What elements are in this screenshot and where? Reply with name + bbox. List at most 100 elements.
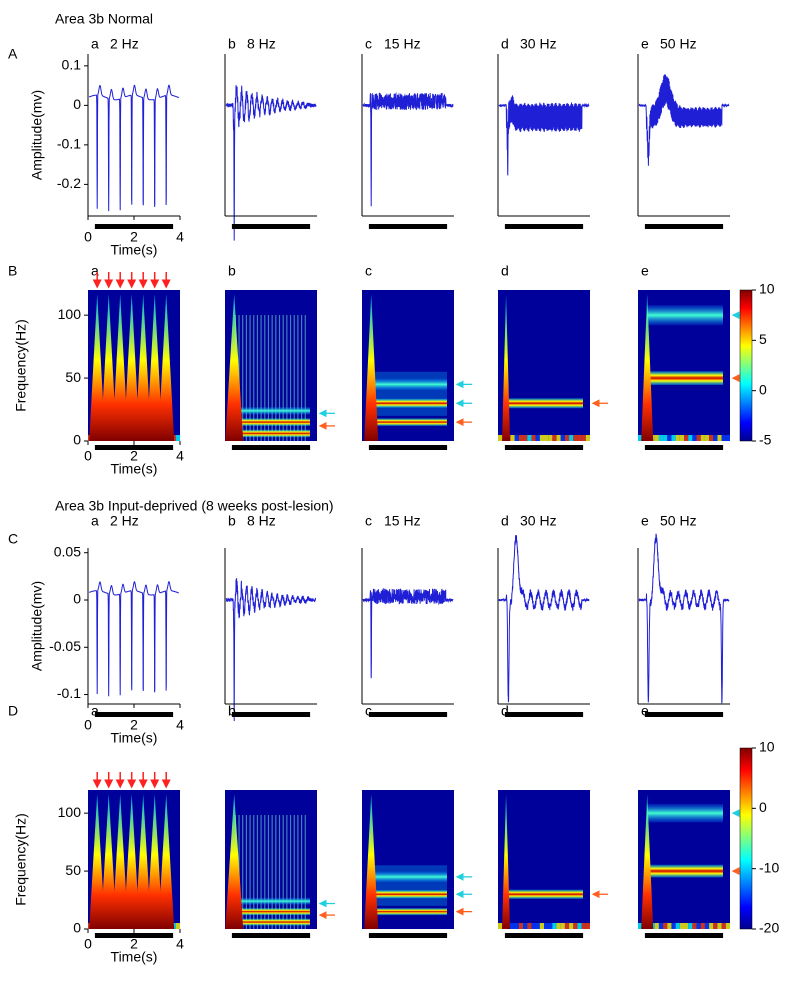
spectral-band (647, 371, 723, 386)
noise (721, 923, 726, 929)
noise (667, 923, 672, 929)
panel-frequency: 30 Hz (520, 513, 557, 529)
noise (531, 923, 536, 929)
panel-letter: c (365, 703, 372, 719)
noise (564, 435, 570, 441)
noise (560, 923, 565, 929)
noise (573, 435, 578, 441)
noise (692, 435, 697, 441)
spectral-band (234, 918, 310, 926)
spectral-band (371, 908, 447, 916)
noise (725, 923, 730, 929)
stimulus-bar (368, 445, 448, 450)
transient (146, 294, 163, 441)
noise (684, 435, 689, 441)
noise (585, 923, 590, 929)
noise (679, 435, 684, 441)
y-tick-label: 100 (58, 306, 82, 322)
y-tick-label: 0 (73, 432, 81, 448)
transient (112, 294, 129, 441)
noise (684, 923, 689, 929)
stimulus-bar (644, 933, 724, 938)
noise (510, 435, 515, 441)
noise (544, 435, 549, 441)
noise (696, 435, 701, 441)
noise (713, 435, 718, 441)
y-tick-label: -0.1 (57, 685, 81, 701)
waveform (362, 587, 454, 679)
noise (700, 923, 705, 929)
spectral-band (371, 378, 447, 391)
x-tick-label: 4 (176, 229, 184, 245)
y-tick-label: 0 (73, 96, 81, 112)
waveform (362, 91, 454, 207)
noise (663, 435, 668, 441)
waveform (638, 533, 730, 704)
x-tick-label: 0 (84, 717, 92, 733)
colorbar-tick-label: -10 (759, 859, 779, 875)
transient (641, 294, 654, 441)
x-tick-label: 2 (130, 448, 138, 464)
panel-frequency: 8 Hz (247, 36, 276, 52)
noise (581, 923, 586, 929)
panel-letter: b (228, 263, 236, 279)
x-axis-label: Time(s) (111, 730, 158, 746)
noise (552, 923, 557, 929)
colorbar-tick-label: -5 (759, 432, 772, 448)
stimulus-bar (504, 933, 584, 938)
noise (671, 435, 676, 441)
noise (573, 923, 578, 929)
noise (539, 923, 544, 929)
y-axis-label: Frequency(Hz) (13, 813, 29, 906)
noise (548, 923, 553, 929)
noise (564, 923, 570, 929)
noise (175, 923, 180, 929)
section-title: Area 3b Normal (55, 11, 153, 27)
noise (527, 435, 532, 441)
y-tick-label: 50 (65, 862, 81, 878)
stimulus-bar (368, 712, 448, 717)
spectral-band (371, 418, 447, 426)
noise (704, 435, 710, 441)
colorbar-tick-label: 5 (759, 331, 767, 347)
x-tick-label: 4 (176, 448, 184, 464)
transient (364, 294, 379, 441)
noise (581, 435, 586, 441)
noise (560, 435, 565, 441)
noise (556, 923, 561, 929)
noise (552, 435, 557, 441)
x-tick-label: 4 (176, 936, 184, 952)
stimulus-bar (644, 224, 724, 229)
noise (721, 435, 726, 441)
noise (688, 923, 693, 929)
panel-frequency: 8 Hz (247, 513, 276, 529)
stimulus-bar (504, 224, 584, 229)
y-tick-label: 0.05 (54, 543, 81, 559)
noise (548, 435, 553, 441)
noise (663, 923, 668, 929)
spectral-band (507, 398, 583, 409)
noise (569, 923, 574, 929)
transient (364, 794, 379, 929)
row-label: C (8, 531, 18, 547)
y-axis-label: Amplitude(mv) (29, 581, 45, 671)
transient (502, 794, 511, 929)
stimulus-bar (644, 445, 724, 450)
spectral-band (507, 889, 583, 899)
stimulus-bar (94, 445, 174, 450)
colorbar-tick-label: 0 (759, 799, 767, 815)
panel-letter: b (228, 36, 236, 52)
panel-letter: a (91, 513, 99, 529)
noise (514, 435, 519, 441)
transient (641, 794, 654, 929)
stimulus-bar (231, 445, 311, 450)
noise (667, 435, 672, 441)
x-tick-label: 0 (84, 448, 92, 464)
noise (569, 435, 574, 441)
panel-letter: d (501, 36, 509, 52)
panel-letter: c (365, 263, 372, 279)
noise (577, 923, 582, 929)
noise (700, 435, 705, 441)
spectral-band (371, 890, 447, 899)
